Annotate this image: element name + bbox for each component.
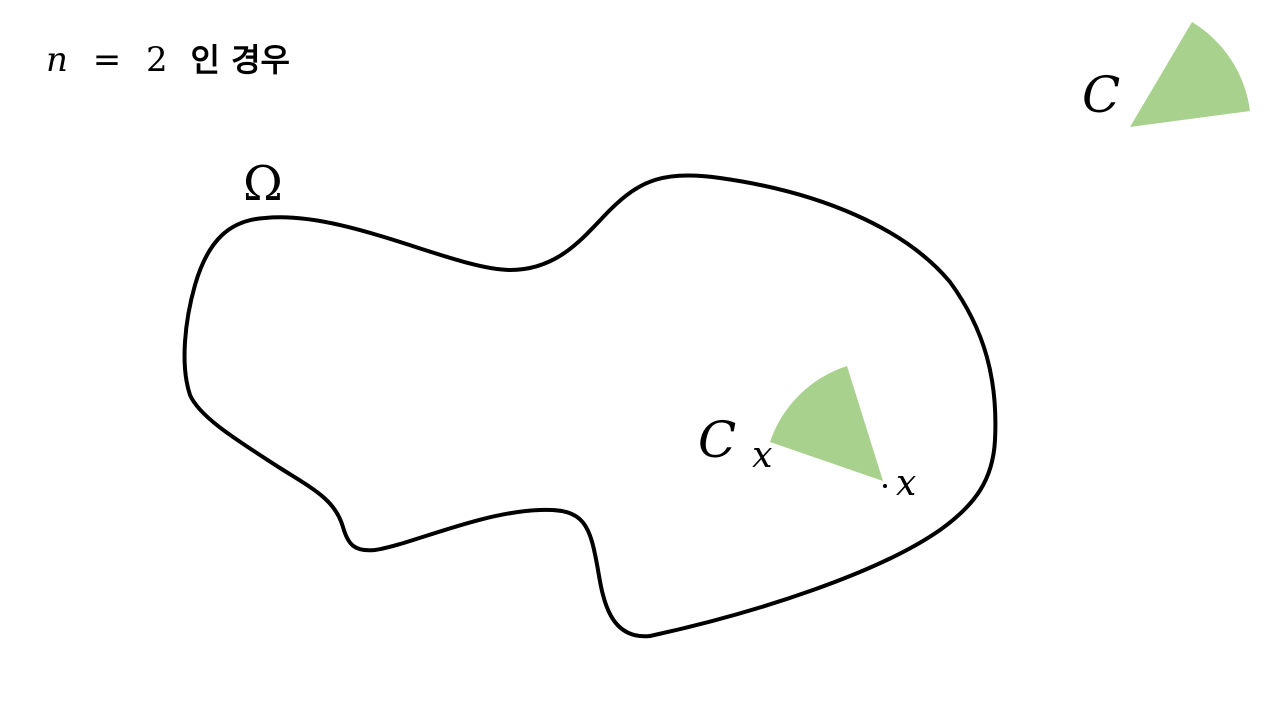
point-x-dot bbox=[883, 484, 887, 488]
cone-cx-shape bbox=[770, 366, 883, 481]
cone-cx-label-subscript: x bbox=[752, 435, 772, 476]
point-x-label: x bbox=[896, 463, 916, 504]
cone-c-label: C bbox=[1082, 66, 1120, 124]
heading-suffix: 인 경우 bbox=[190, 41, 289, 79]
heading-value: 2 bbox=[146, 40, 168, 80]
region-omega-outline bbox=[182, 173, 998, 639]
region-label: Ω bbox=[243, 156, 283, 212]
heading-equals: = bbox=[93, 40, 122, 80]
heading-variable: n bbox=[46, 40, 68, 80]
cone-cx-label-main: C bbox=[698, 411, 736, 469]
heading: n = 2 인 경우 bbox=[46, 40, 290, 80]
cone-c-shape bbox=[1130, 22, 1250, 127]
cone-cx-label: C x bbox=[698, 411, 772, 476]
